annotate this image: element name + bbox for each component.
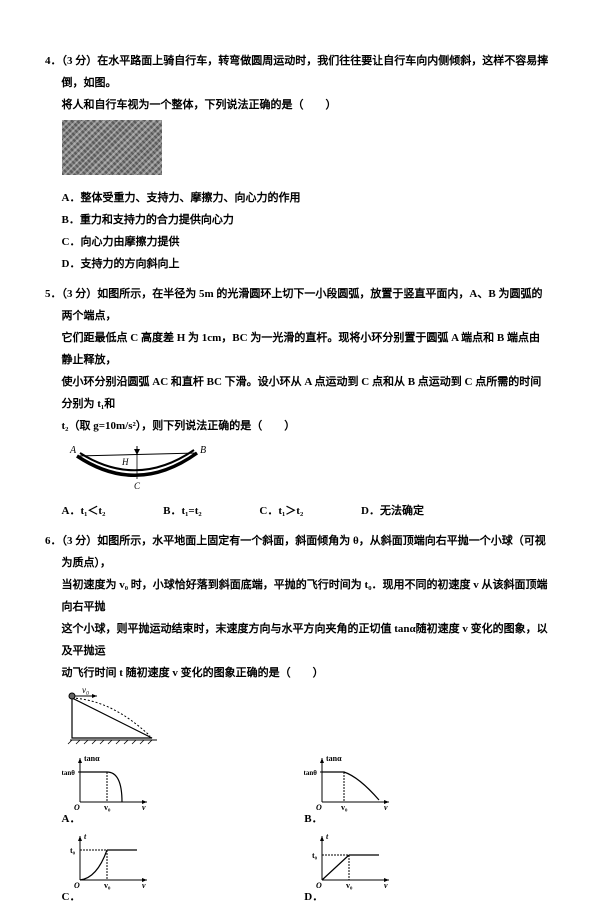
svg-text:tanα: tanα xyxy=(326,754,342,763)
graph-b: tanα 2tanθ v₀ v O xyxy=(304,752,394,812)
svg-text:2tanθ: 2tanθ xyxy=(304,769,317,777)
svg-text:v₀: v₀ xyxy=(104,803,111,812)
q5-text2: 它们距最低点 C 高度差 H 为 1cm，BC 为一光滑的直杆。现将小环分别置于… xyxy=(45,327,550,371)
q6-projectile-figure: v₀ xyxy=(62,688,551,748)
svg-text:v₀: v₀ xyxy=(346,881,353,890)
bicycle-photo xyxy=(62,120,162,175)
q5-points: （3 分） xyxy=(62,288,98,300)
q5-num: 5． xyxy=(45,288,62,300)
q4-text1: 在水平路面上骑自行车，转弯做圆周运动时，我们往往要让自行车向内侧倾斜，这样不容易… xyxy=(62,55,549,89)
q5-optC: C．t₁＞t₂ xyxy=(259,500,303,522)
svg-text:v₀: v₀ xyxy=(104,881,111,890)
svg-text:C: C xyxy=(134,481,141,491)
svg-text:tanα: tanα xyxy=(84,754,100,763)
graph-c: t t₀ v₀ v O xyxy=(62,830,152,890)
q5-text3: 使小环分别沿圆弧 AC 和直杆 BC 下滑。设小环从 A 点运动到 C 点和从 … xyxy=(45,371,550,415)
svg-text:t: t xyxy=(84,832,87,841)
q5-optB: B．t₁=t₂ xyxy=(163,500,202,522)
svg-text:v: v xyxy=(142,881,146,890)
q6-stem: 6．（3 分）如图所示，水平地面上固定有一个斜面，斜面倾角为 θ，从斜面顶端向右… xyxy=(45,530,550,574)
q4-num: 4． xyxy=(45,55,62,67)
q4-optD: D．支持力的方向斜向上 xyxy=(45,253,550,275)
q6-optB-wrap: tanα 2tanθ v₀ v O B． xyxy=(304,752,394,830)
q5-optA: A．t₁＜t₂ xyxy=(62,500,106,522)
q4-stem: 4．（3 分）在水平路面上骑自行车，转弯做圆周运动时，我们往往要让自行车向内侧倾… xyxy=(45,50,550,94)
q6-points: （3 分） xyxy=(62,535,98,547)
q6-text2: 当初速度为 v₀ 时，小球恰好落到斜面底端，平抛的飞行时间为 t₀．现用不同的初… xyxy=(45,574,550,618)
q4-text2: 将人和自行车视为一个整体，下列说法正确的是（ ） xyxy=(45,94,550,116)
svg-text:t₀: t₀ xyxy=(312,851,318,860)
svg-text:v₀: v₀ xyxy=(82,688,89,695)
svg-text:t: t xyxy=(326,832,329,841)
q4-optC: C．向心力由摩擦力提供 xyxy=(45,231,550,253)
q4-optA: A．整体受重力、支持力、摩擦力、向心力的作用 xyxy=(45,187,550,209)
graph-a: tanα 2tanθ v₀ v O xyxy=(62,752,152,812)
arc-diagram: A B C H xyxy=(62,441,212,496)
q5-text4: t₂（取 g=10m/s²），则下列说法正确的是（ ） xyxy=(45,415,550,437)
q6-text4: 动飞行时间 t 随初速度 v 变化的图象正确的是（ ） xyxy=(45,662,550,684)
q4-figure xyxy=(62,120,551,183)
svg-text:H: H xyxy=(121,457,129,467)
q5-optD: D．无法确定 xyxy=(361,500,424,522)
svg-text:A: A xyxy=(69,445,77,456)
q5-options: A．t₁＜t₂ B．t₁=t₂ C．t₁＞t₂ D．无法确定 xyxy=(45,500,550,522)
q5-stem: 5．（3 分）如图所示，在半径为 5m 的光滑圆环上切下一小段圆弧，放置于竖直平… xyxy=(45,283,550,327)
svg-text:v: v xyxy=(142,803,146,812)
q5-figure: A B C H xyxy=(62,441,551,496)
q6-text3: 这个小球，则平抛运动结束时，末速度方向与水平方向夹角的正切值 tanα随初速度 … xyxy=(45,618,550,662)
q6-optA-wrap: tanα 2tanθ v₀ v O A． xyxy=(62,752,152,830)
q5-text1: 如图所示，在半径为 5m 的光滑圆环上切下一小段圆弧，放置于竖直平面内，A、B … xyxy=(62,288,543,322)
svg-text:v: v xyxy=(384,881,388,890)
svg-text:v₀: v₀ xyxy=(341,803,348,812)
question-4: 4．（3 分）在水平路面上骑自行车，转弯做圆周运动时，我们往往要让自行车向内侧倾… xyxy=(45,50,550,275)
svg-text:B: B xyxy=(200,445,206,456)
q4-points: （3 分） xyxy=(62,55,98,67)
svg-text:2tanθ: 2tanθ xyxy=(62,769,75,777)
q4-optB: B．重力和支持力的合力提供向心力 xyxy=(45,209,550,231)
incline-diagram: v₀ xyxy=(62,688,172,748)
question-6: 6．（3 分）如图所示，水平地面上固定有一个斜面，斜面倾角为 θ，从斜面顶端向右… xyxy=(45,530,550,908)
q6-row1: tanα 2tanθ v₀ v O A． tanα 2tanθ v₀ xyxy=(45,752,550,830)
question-5: 5．（3 分）如图所示，在半径为 5m 的光滑圆环上切下一小段圆弧，放置于竖直平… xyxy=(45,283,550,522)
q6-text1: 如图所示，水平地面上固定有一个斜面，斜面倾角为 θ，从斜面顶端向右平抛一个小球（… xyxy=(62,535,546,569)
graph-d: t t₀ v₀ v O xyxy=(304,830,394,890)
svg-text:t₀: t₀ xyxy=(70,846,76,855)
q6-num: 6． xyxy=(45,535,62,547)
svg-text:v: v xyxy=(384,803,388,812)
q6-optB: B． xyxy=(304,808,394,830)
